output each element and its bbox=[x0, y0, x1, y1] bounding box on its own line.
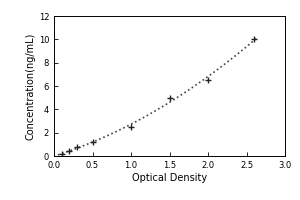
X-axis label: Optical Density: Optical Density bbox=[132, 173, 207, 183]
Y-axis label: Concentration(ng/mL): Concentration(ng/mL) bbox=[26, 32, 36, 140]
